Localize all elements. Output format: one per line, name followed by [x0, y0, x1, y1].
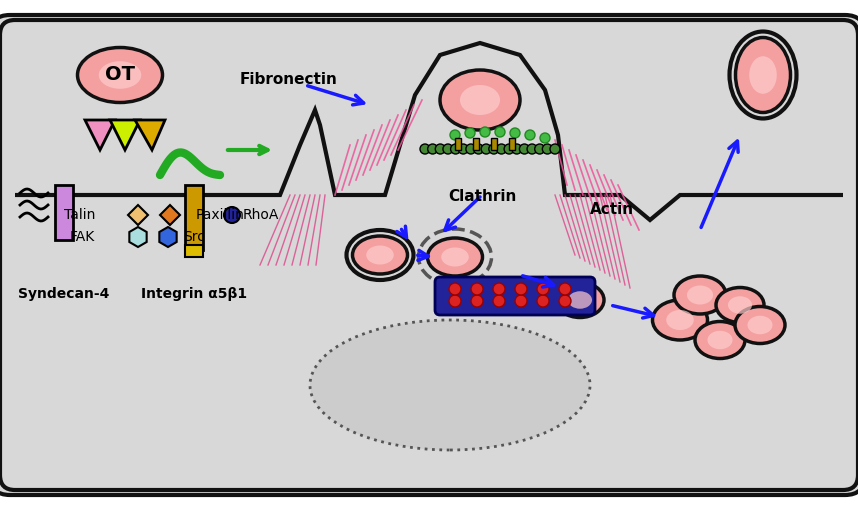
Polygon shape	[160, 205, 180, 225]
Ellipse shape	[77, 47, 162, 103]
Ellipse shape	[460, 85, 500, 115]
Circle shape	[466, 144, 476, 154]
Ellipse shape	[708, 331, 733, 349]
Circle shape	[537, 283, 549, 295]
Bar	[185, 245, 203, 257]
Ellipse shape	[353, 236, 408, 274]
Circle shape	[224, 207, 240, 223]
Bar	[185, 185, 203, 250]
Polygon shape	[160, 227, 177, 247]
Circle shape	[474, 144, 484, 154]
Circle shape	[480, 127, 490, 137]
Ellipse shape	[310, 320, 590, 450]
Ellipse shape	[695, 322, 745, 359]
Text: Src: Src	[183, 230, 205, 244]
Bar	[55, 185, 73, 240]
Bar	[509, 138, 515, 150]
Circle shape	[493, 295, 505, 307]
Circle shape	[458, 144, 468, 154]
Circle shape	[471, 295, 483, 307]
Circle shape	[449, 295, 461, 307]
Ellipse shape	[735, 307, 785, 343]
Ellipse shape	[728, 296, 752, 314]
Polygon shape	[128, 205, 148, 225]
Text: FAK: FAK	[69, 230, 95, 244]
Text: RhoA: RhoA	[243, 208, 280, 222]
Circle shape	[435, 144, 445, 154]
Ellipse shape	[747, 316, 772, 334]
FancyBboxPatch shape	[0, 20, 858, 490]
Text: Actin: Actin	[590, 203, 634, 218]
Text: Syndecan-4: Syndecan-4	[18, 287, 110, 301]
Circle shape	[427, 144, 438, 154]
Circle shape	[515, 295, 527, 307]
Circle shape	[559, 283, 571, 295]
Ellipse shape	[556, 282, 604, 318]
Circle shape	[481, 144, 491, 154]
Ellipse shape	[735, 37, 790, 113]
Ellipse shape	[652, 300, 708, 340]
Circle shape	[537, 295, 549, 307]
Circle shape	[449, 283, 461, 295]
Circle shape	[542, 144, 553, 154]
Circle shape	[510, 128, 520, 138]
Ellipse shape	[749, 56, 776, 94]
Circle shape	[527, 144, 537, 154]
Ellipse shape	[441, 247, 468, 267]
Polygon shape	[135, 120, 165, 150]
Text: Fibronectin: Fibronectin	[240, 73, 338, 87]
Text: Paxillin: Paxillin	[196, 208, 245, 222]
Circle shape	[471, 283, 483, 295]
Bar	[473, 138, 479, 150]
Polygon shape	[130, 227, 147, 247]
Circle shape	[450, 144, 461, 154]
Ellipse shape	[687, 285, 713, 305]
Text: Clathrin: Clathrin	[448, 189, 517, 204]
Circle shape	[493, 283, 505, 295]
Ellipse shape	[674, 276, 726, 314]
Text: Talin: Talin	[63, 208, 95, 222]
FancyBboxPatch shape	[435, 277, 595, 315]
Circle shape	[550, 144, 560, 154]
Ellipse shape	[716, 287, 764, 323]
Circle shape	[540, 133, 550, 143]
Ellipse shape	[440, 70, 520, 130]
Bar	[455, 138, 461, 150]
Ellipse shape	[366, 245, 394, 265]
Ellipse shape	[427, 238, 482, 276]
Polygon shape	[110, 120, 140, 150]
Text: Integrin α5β1: Integrin α5β1	[141, 287, 247, 301]
Circle shape	[495, 127, 505, 137]
Circle shape	[515, 283, 527, 295]
Circle shape	[559, 295, 571, 307]
Circle shape	[535, 144, 545, 154]
Ellipse shape	[667, 310, 694, 330]
FancyBboxPatch shape	[0, 15, 858, 495]
Bar	[491, 138, 497, 150]
Circle shape	[519, 144, 529, 154]
PathPatch shape	[15, 43, 843, 455]
Circle shape	[497, 144, 506, 154]
Ellipse shape	[568, 291, 592, 309]
Ellipse shape	[99, 61, 142, 89]
Text: OT: OT	[105, 66, 135, 84]
Polygon shape	[85, 120, 115, 150]
Circle shape	[420, 144, 430, 154]
Circle shape	[525, 130, 535, 140]
Circle shape	[489, 144, 498, 154]
Circle shape	[511, 144, 522, 154]
Circle shape	[450, 130, 460, 140]
Circle shape	[443, 144, 453, 154]
Circle shape	[505, 144, 514, 154]
Circle shape	[465, 128, 475, 138]
